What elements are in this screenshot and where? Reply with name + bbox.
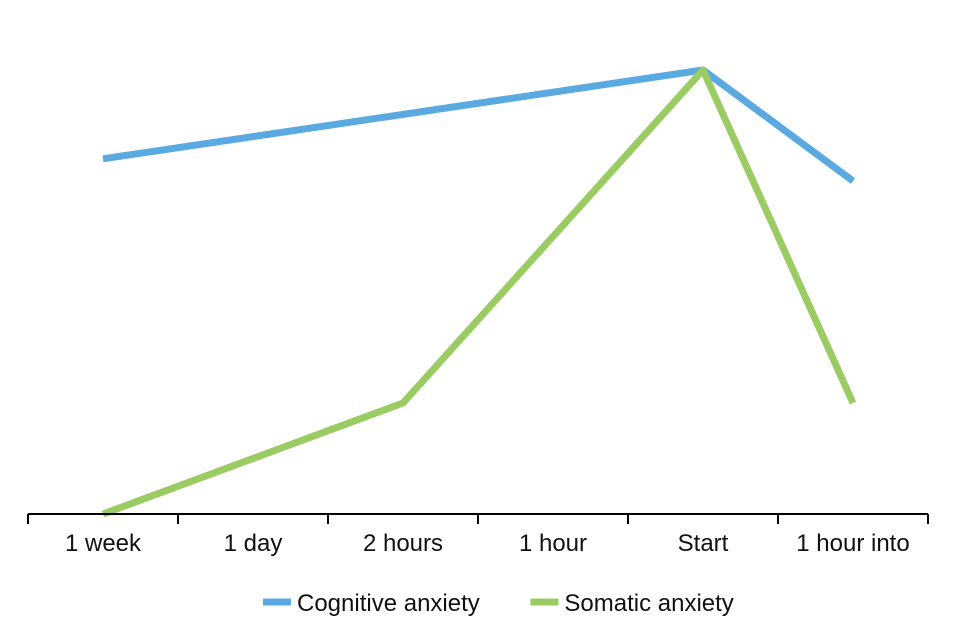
x-tick-label: 1 day (224, 530, 283, 557)
series-lines (101, 66, 857, 518)
x-tick-label: Start (678, 530, 729, 557)
legend-label: Cognitive anxiety (297, 590, 480, 617)
x-tick-label: 1 hour (519, 530, 587, 557)
x-tick-label: 1 week (65, 530, 142, 557)
series-line-somatic-anxiety (101, 66, 857, 518)
legend-item-somatic-anxiety: Somatic anxiety (530, 590, 734, 617)
x-axis (27, 513, 929, 524)
series-line-cognitive-anxiety (102, 66, 856, 184)
x-tick-label: 1 hour into (796, 530, 909, 557)
x-tick-label: 2 hours (363, 530, 443, 557)
legend: Cognitive anxiety Somatic anxiety (263, 590, 734, 617)
legend-item-cognitive-anxiety: Cognitive anxiety (263, 590, 480, 617)
legend-label: Somatic anxiety (564, 590, 733, 617)
x-axis-tick-labels: 1 week 1 day 2 hours 1 hour Start 1 hour into (65, 530, 910, 557)
